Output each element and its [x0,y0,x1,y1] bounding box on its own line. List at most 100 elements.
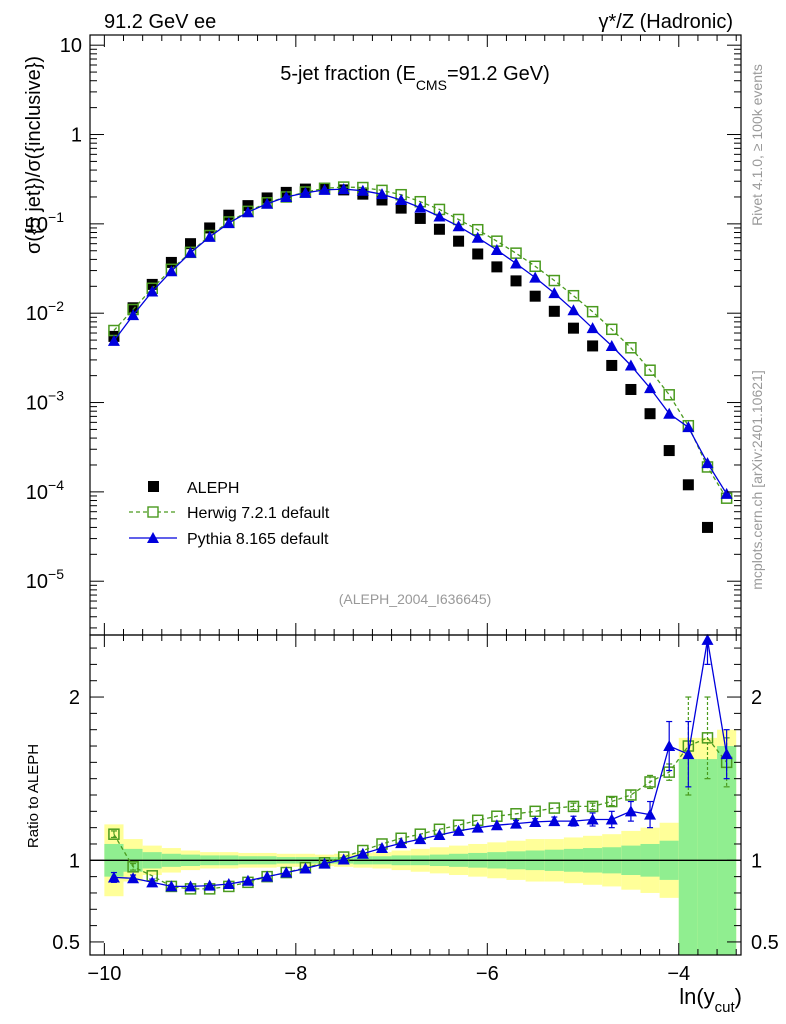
ratio-point-herwig [701,732,714,744]
main-point-herwig [529,260,541,273]
main-point-pythia [241,206,254,218]
main-point-pythia [471,231,484,243]
ratio-point-herwig [586,800,599,813]
ratio-point-pythia [127,872,140,884]
chart-title: 5-jet fraction (ECMS=91.2 GeV) [280,63,550,93]
main-point-herwig [625,342,637,354]
main-point-pythia [567,304,580,316]
main-point-pythia [127,309,140,321]
main-point-pythia [414,201,427,213]
ratio-point-pythia [624,805,637,817]
main-point-pythia [490,243,503,255]
main-y-tick-label: 10−5 [26,566,64,593]
ratio-point-herwig [548,802,561,814]
main-y-tick-label: 10−2 [26,298,64,325]
x-tick-label: −6 [476,963,499,985]
ratio-point-herwig [625,789,637,801]
main-point-pythia [682,421,695,433]
ratio-y-tick-label-left: 1 [69,850,80,872]
x-axis-label-main: ln(y [679,984,714,1009]
ratio-point-pythia [433,829,446,840]
x-axis-label-sub: cut [715,999,736,1016]
ratio-y-tick-label-left: 0.5 [52,932,80,954]
ratio-point-pythia [529,815,542,827]
main-point-pythia [548,287,561,299]
main-point-pythia [395,193,408,205]
main-point-pythia [586,322,599,334]
legend-label-pythia: Pythia 8.165 default [187,531,329,548]
main-y-tick-label: 10−4 [26,477,64,504]
ratio-point-herwig [127,861,139,873]
ratio-y-axis-label: Ratio to ALEPH [25,744,42,848]
legend-entry-pythia: Pythia 8.165 default [129,531,329,548]
main-point-herwig [663,389,675,401]
main-point-herwig [510,247,522,259]
ratio-point-pythia [222,877,235,889]
main-point-pythia [299,186,312,198]
ratio-y-tick-label-right: 1 [751,850,762,872]
legend-marker-aleph [148,481,159,492]
ratio-point-pythia [261,870,274,882]
main-point-pythia [720,487,733,499]
ratio-point-pythia [701,633,714,645]
main-point-aleph [491,261,503,273]
ratio-point-herwig [108,828,120,840]
rivet-version-note: Rivet 4.1.0, ≥ 100k events [749,64,765,226]
main-point-aleph [529,290,541,302]
analysis-tag: (ALEPH_2004_I636645) [339,591,492,607]
main-point-herwig [567,289,580,302]
main-point-aleph [146,278,158,290]
main-point-pythia [605,339,618,351]
ratio-point-pythia [356,847,369,859]
ratio-point-pythia [605,813,618,825]
x-tick-label: −10 [87,963,121,985]
main-y-tick-label: 1 [71,125,82,147]
main-point-aleph [127,302,139,314]
ratio-point-pythia [318,857,331,869]
axis-tick-labels: −10 −8 −6 −4 10−5 10−4 10−3 10−2 10−1 1 10 0.5 0.5 1 1… [26,35,779,985]
mcplots-reference-note: mcplots.cern.ch [arXiv:2401.10621] [749,370,765,589]
ratio-plot-frame [89,634,742,956]
ratio-point-pythia [682,748,695,760]
main-point-aleph [395,202,407,214]
main-point-aleph [204,222,216,234]
legend-entry-aleph: ALEPH [148,480,239,497]
main-point-pythia [510,257,523,269]
ratio-point-pythia [720,748,733,760]
ratio-point-pythia [337,853,350,865]
ratio-stat-uncertainty-band [697,759,718,955]
chart-title-tail: =91.2 GeV) [447,63,550,85]
x-axis-label: ln(ycut) [679,984,742,1016]
main-y-tick-label: 10−3 [26,388,64,415]
main-point-aleph [433,223,445,235]
ratio-point-pythia [452,824,465,836]
main-y-axis-label: σ({5 jet})/σ({inclusive}) [23,56,45,254]
main-point-aleph [185,238,197,250]
ratio-point-pythia [395,837,408,849]
x-tick-label: −8 [284,963,307,985]
main-point-pythia [318,183,331,195]
ratio-point-pythia [241,874,254,886]
main-point-aleph [472,248,484,260]
main-point-pythia [452,220,465,232]
ratio-point-herwig [606,795,618,808]
legend: ALEPH Herwig 7.2.1 default Pythia 8.165 … [129,480,330,548]
ratio-point-herwig [567,800,580,813]
ratio-series-layer [107,633,733,895]
legend-entry-herwig: Herwig 7.2.1 default [129,505,330,522]
main-point-pythia [356,184,369,196]
main-point-pythia [203,230,216,242]
main-series-layer [107,181,733,533]
main-point-pythia [375,188,388,200]
legend-marker-pythia [147,532,159,543]
main-point-pythia [529,271,542,283]
main-point-herwig [548,274,561,287]
main-point-aleph [414,212,426,224]
ratio-point-pythia [184,880,197,892]
ratio-stat-uncertainty-band [717,746,737,955]
main-line-pythia [113,188,728,495]
header-right-label: γ*/Z (Hadronic) [599,11,733,33]
main-point-pythia [624,359,637,371]
main-point-aleph [587,340,599,352]
